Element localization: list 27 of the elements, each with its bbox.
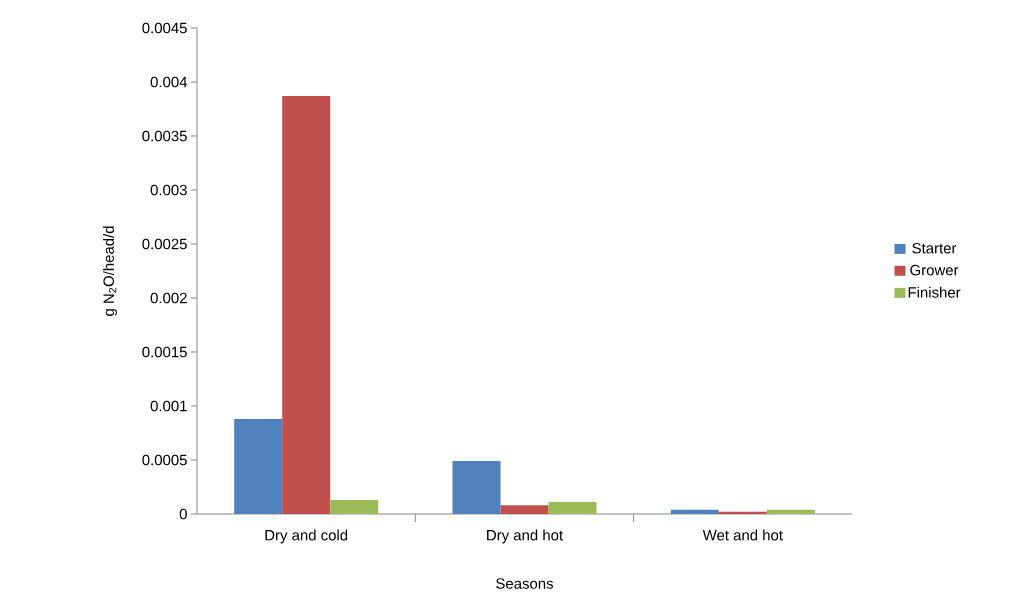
bar: [234, 418, 283, 514]
bar: [282, 96, 331, 514]
y-tick-label: 0.002: [150, 292, 187, 304]
legend-label: Finisher: [908, 286, 961, 298]
x-tick-label: Dry and hot: [487, 529, 564, 544]
y-tick-label: 0.0025: [142, 238, 187, 250]
legend-label: Grower: [910, 264, 959, 276]
legend-label: Starter: [912, 242, 957, 254]
bar: [500, 505, 549, 514]
y-tick-label: 0.0035: [142, 130, 187, 142]
bar: [766, 509, 815, 514]
y-tick-label: 0.0045: [142, 22, 187, 34]
x-tick-label: Dry and cold: [265, 529, 348, 544]
bar: [548, 502, 597, 514]
bar: [452, 461, 501, 514]
y-tick-label: 0: [179, 508, 187, 520]
bar: [330, 499, 379, 514]
y-tick-label: 0.001: [150, 400, 187, 412]
y-tick-label: 0.0005: [142, 454, 187, 466]
x-axis-title: Seasons: [496, 578, 554, 589]
bar: [718, 511, 767, 514]
y-tick-label: 0.0015: [142, 346, 187, 358]
bar: [670, 509, 719, 514]
x-tick-label: Wet and hot: [702, 529, 783, 541]
y-axis-title: g N$_{2}$O/head/d: [103, 226, 117, 316]
y-tick-label: 0.004: [150, 76, 188, 88]
y-tick-label: 0.003: [150, 184, 187, 196]
